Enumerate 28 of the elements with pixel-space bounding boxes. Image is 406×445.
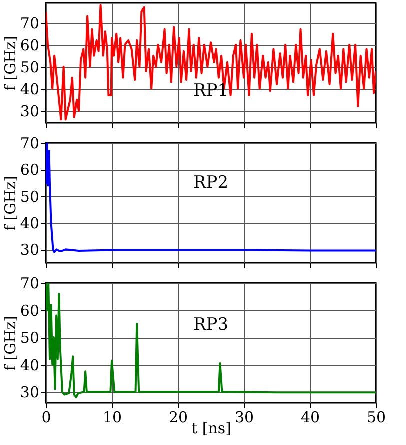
y-axis-title: f [GHz] (1, 36, 20, 91)
y-tick-label: 60 (20, 302, 40, 320)
x-tick-label: 50 (366, 408, 386, 426)
x-axis-title: t [ns] (192, 420, 232, 438)
y-axis-title: f [GHz] (1, 316, 20, 371)
y-tick-label: 50 (20, 188, 40, 206)
y-axis-title: f [GHz] (1, 176, 20, 231)
y-tick-label: 30 (20, 384, 40, 402)
x-tick-label: 0 (42, 408, 52, 426)
x-tick-label: 10 (102, 408, 122, 426)
annotation: RP2 (193, 173, 229, 193)
y-tick-label: 40 (20, 356, 40, 374)
y-tick-label: 60 (20, 36, 40, 54)
y-tick-label: 40 (20, 80, 40, 98)
y-tick-label: 70 (20, 274, 40, 292)
y-tick-label: 30 (20, 241, 40, 260)
y-tick-label: 50 (20, 58, 40, 76)
annotation: RP3 (193, 315, 229, 335)
y-tick-label: 30 (20, 102, 40, 120)
x-tick-label: 20 (168, 408, 188, 426)
y-tick-label: 50 (20, 329, 40, 348)
y-tick-label: 60 (20, 161, 40, 180)
y-tick-label: 70 (20, 14, 40, 32)
x-tick-label: 30 (234, 408, 254, 426)
y-tick-label: 70 (20, 134, 40, 152)
y-tick-label: 40 (20, 214, 40, 232)
line-series (46, 4, 376, 121)
x-tick-label: 40 (300, 408, 320, 426)
